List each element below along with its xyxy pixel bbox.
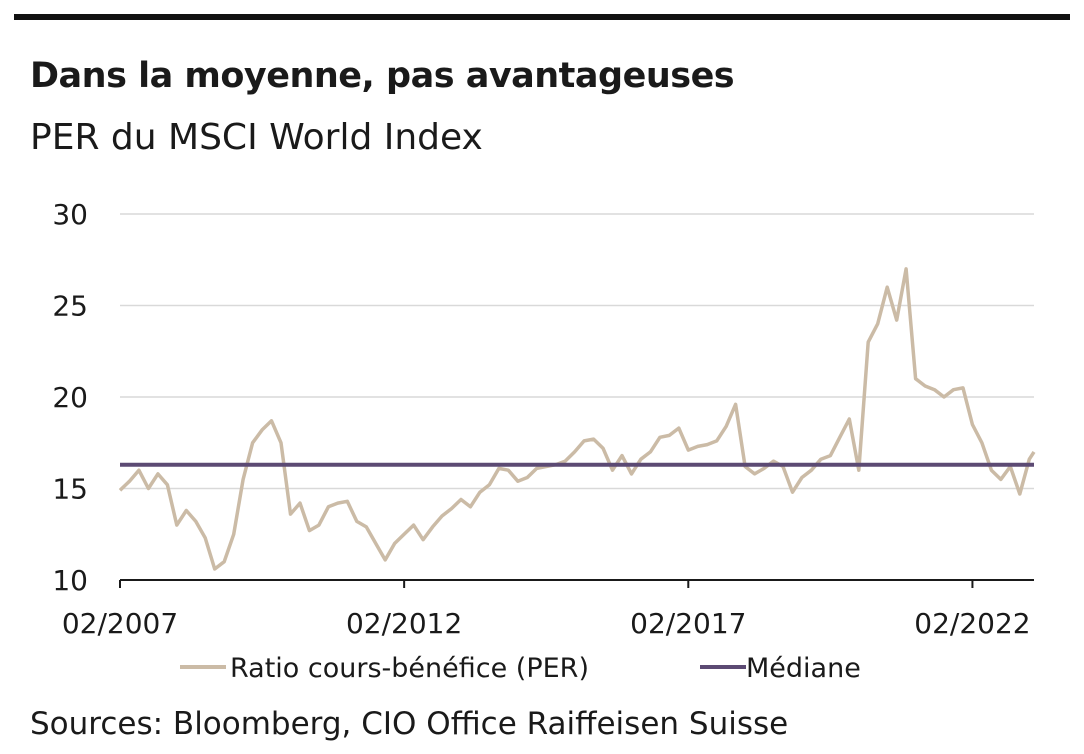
per-line-chart: 10 15 20 25 30 02/2007 02/2012 02/2017 02/2022 Ra… [52,198,1036,684]
chart-subtitle: PER du MSCI World Index [30,117,483,158]
y-tick-label: 15 [52,473,88,506]
x-tick-label: 02/2022 [914,607,1030,640]
y-tick-label: 30 [52,198,88,231]
y-tick-label: 10 [52,564,88,597]
x-tick-label: 02/2007 [62,607,178,640]
legend-label-median: Médiane [746,653,861,684]
per-series-line [118,267,1036,571]
y-tick-label: 20 [52,381,88,414]
legend-label-per: Ratio cours-bénéfice (PER) [230,653,589,684]
chart-title: Dans la moyenne, pas avantageuses [30,56,735,96]
source-note: Sources: Bloomberg, CIO Office Raiffeise… [30,706,789,742]
y-tick-label: 25 [52,290,88,323]
x-tick-label: 02/2017 [630,607,746,640]
x-tick-label: 02/2012 [346,607,462,640]
top-rule [14,14,1070,20]
